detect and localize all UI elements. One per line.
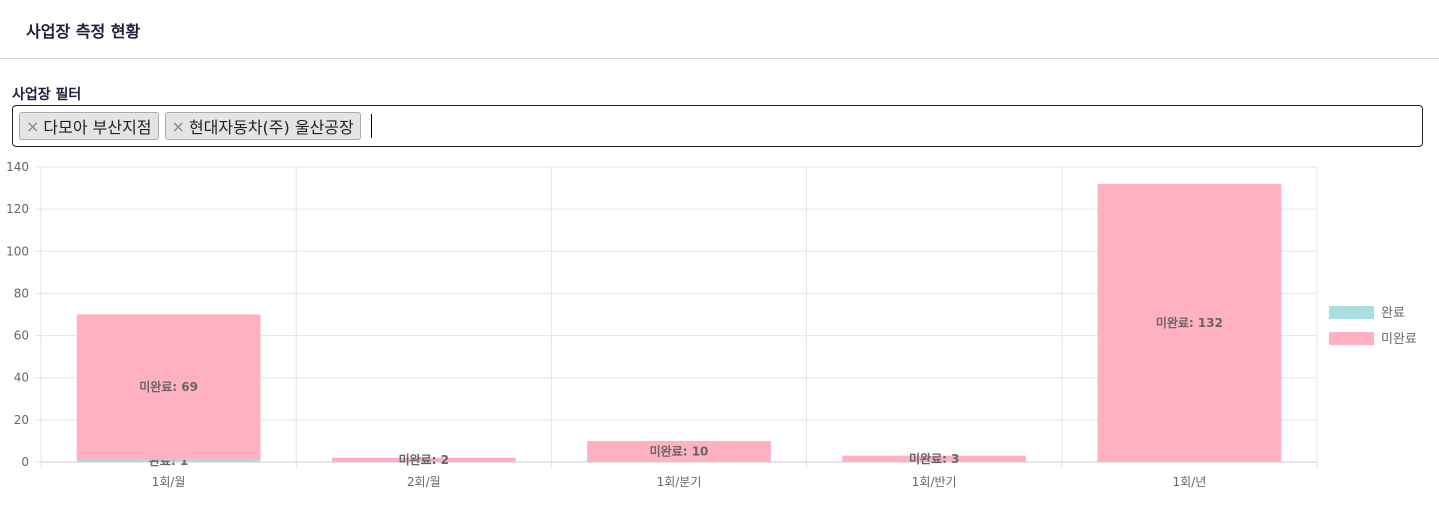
legend-label: 미완료 [1381,332,1417,347]
site-filter-input[interactable]: × 다모아 부산지점 × 현대자동차(주) 울산공장 [12,105,1423,147]
y-tick-label: 120 [6,202,29,216]
y-tick-label: 40 [14,371,29,385]
text-cursor [370,114,372,138]
y-tick-label: 100 [6,244,29,258]
x-tick-label: 1회/분기 [657,475,702,489]
page-header: 사업장 측정 현황 [0,0,1439,59]
filter-label: 사업장 필터 [12,87,82,103]
data-label: 미완료: 3 [909,451,959,466]
y-tick-label: 140 [6,160,29,174]
y-tick-label: 80 [14,286,29,300]
data-label: 미완료: 69 [139,379,198,394]
remove-tag-icon[interactable]: × [26,116,40,136]
filter-tag[interactable]: × 다모아 부산지점 [19,112,159,140]
data-label: 미완료: 2 [399,452,449,467]
bar-미완료 [1097,183,1282,462]
legend-label: 완료 [1381,306,1405,321]
x-tick-label: 1회/년 [1173,475,1207,489]
x-tick-label: 2회/월 [407,475,441,489]
y-tick-label: 20 [14,413,29,427]
filter-tag-label: 현대자동차(주) 울산공장 [188,118,354,137]
bar-미완료 [842,455,1027,462]
remove-tag-icon[interactable]: × [171,116,185,136]
bar-완료 [76,459,261,462]
data-label: 미완료: 132 [1156,315,1223,330]
bar-미완료 [76,314,261,460]
page-title: 사업장 측정 현황 [26,22,141,41]
x-tick-label: 1회/반기 [912,475,957,489]
filter-tag-label: 다모아 부산지점 [43,118,152,137]
legend-swatch [1329,332,1374,345]
legend-swatch [1329,306,1374,319]
y-tick-label: 60 [14,329,29,343]
filter-tag[interactable]: × 현대자동차(주) 울산공장 [164,112,361,140]
bar-미완료 [587,440,771,462]
x-tick-label: 1회/월 [152,475,186,489]
bar-미완료 [331,457,516,462]
y-tick-label: 0 [21,455,29,469]
data-label: 미완료: 10 [650,443,709,458]
